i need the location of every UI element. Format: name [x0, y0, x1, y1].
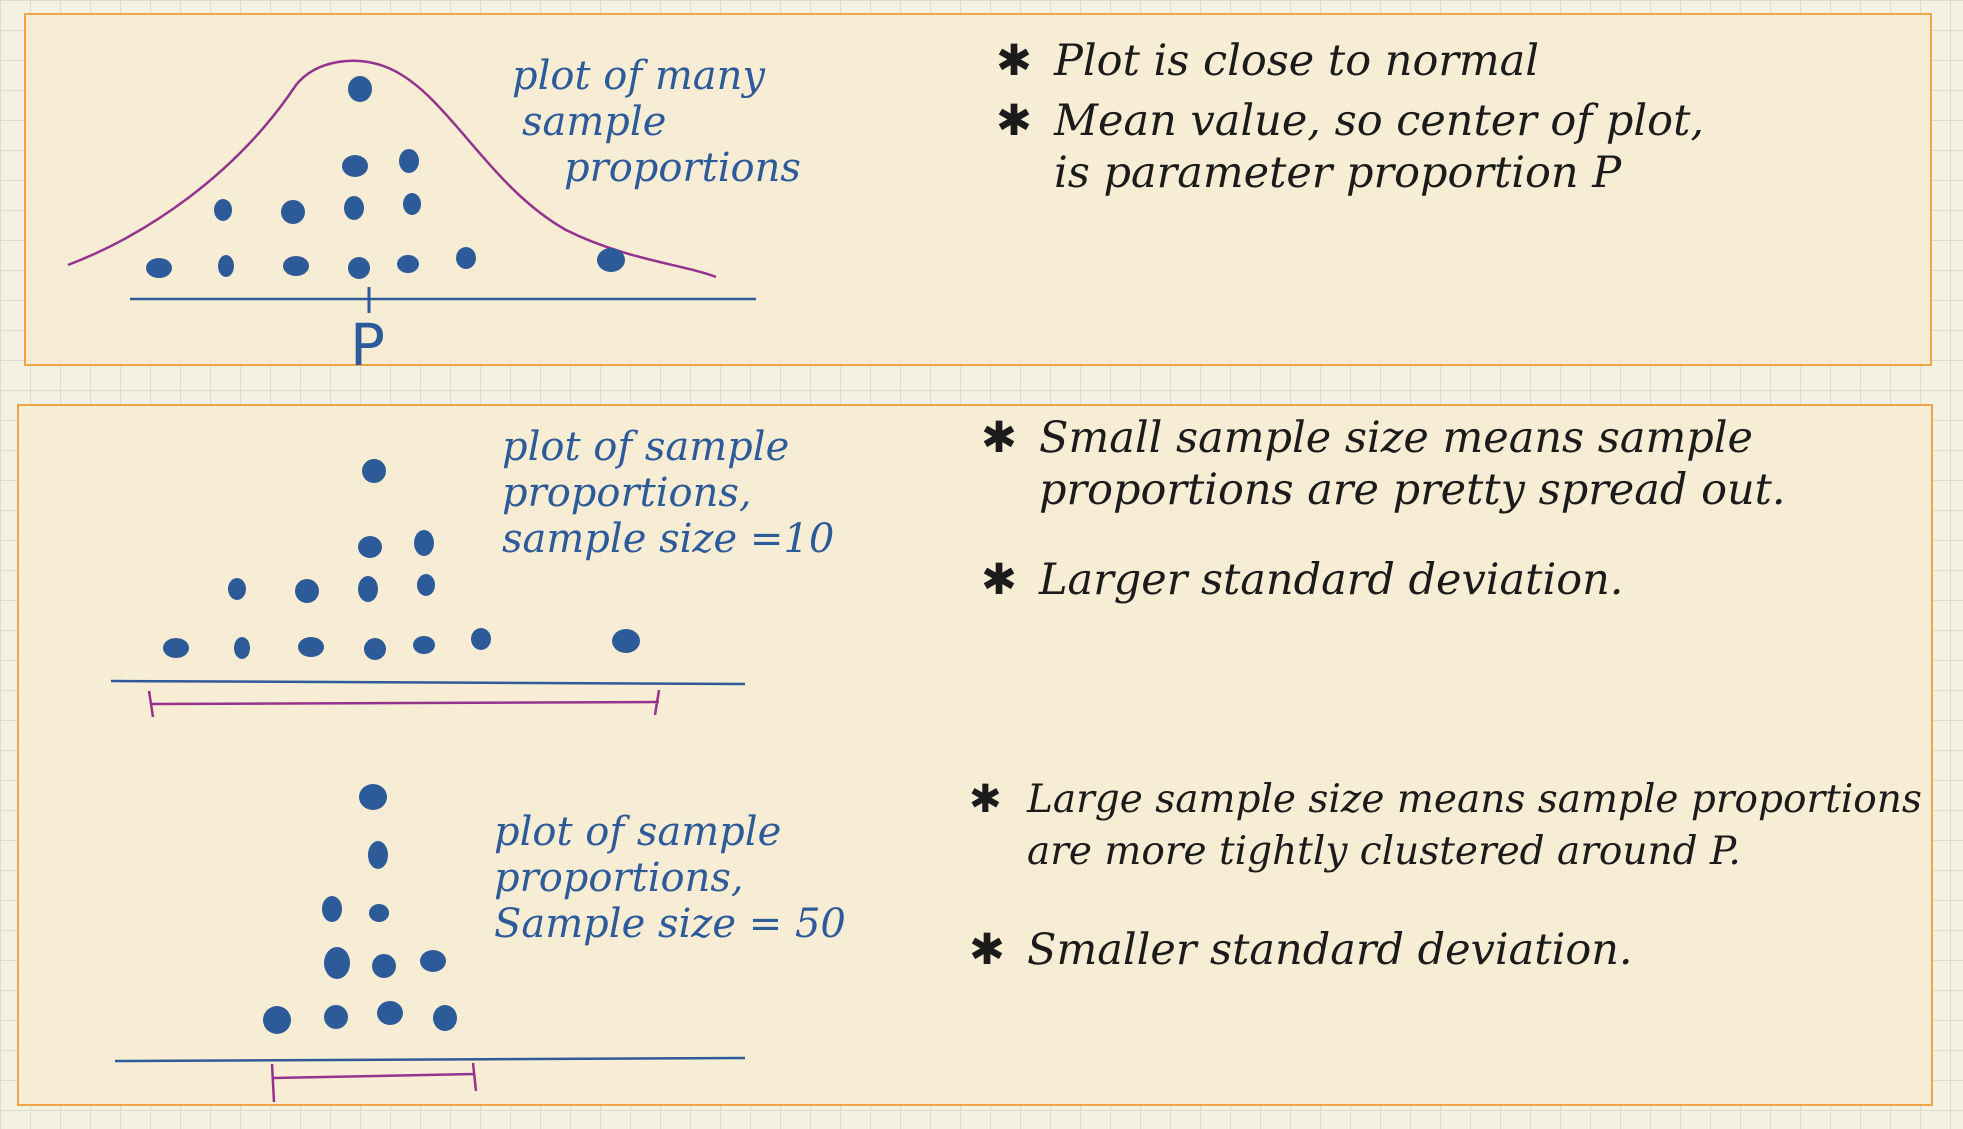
note-line: are more tightly clustered around P. [1027, 829, 1741, 874]
figure-caption: plot of sample proportions, Sample size … [494, 809, 846, 947]
note-small-sample: ✱ Small sample size means sample proport… [981, 412, 1786, 516]
dot [414, 530, 434, 556]
dot [358, 536, 382, 558]
dot [397, 255, 419, 273]
dot [324, 947, 350, 979]
dot [612, 629, 640, 653]
dot [281, 200, 305, 224]
dot [399, 149, 419, 173]
dot [368, 841, 388, 869]
dot [298, 637, 324, 657]
caption-line: sample [522, 99, 667, 145]
figure-caption: plot of many sample proportions [512, 53, 801, 191]
note-line: Mean value, so center of plot, [1054, 96, 1705, 146]
dot-group [163, 459, 640, 660]
caption-line: Sample size = 50 [494, 901, 846, 947]
dot [358, 576, 378, 602]
dot [163, 638, 189, 658]
note-line: Smaller standard deviation. [1027, 925, 1633, 975]
caption-line: proportions [564, 145, 801, 191]
dot [228, 578, 246, 600]
dot [322, 896, 342, 922]
figure-caption: plot of sample proportions, sample size … [502, 424, 834, 562]
dot [433, 1005, 457, 1031]
dot [348, 76, 372, 102]
large-sample-dot-plot [114, 784, 746, 1103]
top-panel: P plot of many sample proportions ✱ Plot… [24, 13, 1932, 375]
dot [359, 784, 387, 810]
star-bullet-icon: ✱ [981, 555, 1018, 605]
dot [362, 459, 386, 483]
note-line: proportions are pretty spread out. [1039, 465, 1786, 515]
normal-curve [67, 59, 717, 279]
dot [146, 258, 172, 278]
note-line: Small sample size means sample [1039, 413, 1753, 463]
star-bullet-icon: ✱ [996, 96, 1033, 146]
caption-line: plot of sample [494, 809, 782, 855]
dot [413, 636, 435, 654]
star-bullet-icon: ✱ [969, 925, 1006, 975]
dot [456, 247, 476, 269]
dot [344, 196, 364, 220]
dot [372, 954, 396, 978]
dot [324, 1005, 348, 1029]
dot [348, 257, 370, 279]
dot-group [146, 76, 625, 279]
star-bullet-icon: ✱ [981, 413, 1018, 463]
parameter-label-p: P [350, 311, 385, 379]
note-larger-sd: ✱ Larger standard deviation. [981, 554, 1623, 606]
note-line: Large sample size means sample proportio… [1027, 777, 1922, 822]
note-large-sample: ✱ Large sample size means sample proport… [969, 774, 1922, 878]
dot [369, 904, 389, 922]
note-smaller-sd: ✱ Smaller standard deviation. [969, 924, 1633, 976]
caption-line: plot of sample [502, 424, 790, 470]
note-line: Larger standard deviation. [1039, 555, 1624, 605]
dot [471, 628, 491, 650]
axis-line [110, 679, 746, 686]
sample-size-dot-plots [110, 459, 746, 1103]
dot-group [263, 784, 457, 1034]
dot [283, 256, 309, 276]
caption-line: sample size =10 [502, 516, 835, 562]
note-line: is parameter proportion P [1054, 148, 1622, 198]
caption-line: proportions, [502, 470, 752, 516]
bottom-panel: plot of sample proportions, sample size … [17, 404, 1933, 1106]
dot [364, 638, 386, 660]
dot [234, 637, 250, 659]
dot [263, 1006, 291, 1034]
spread-bracket [270, 1062, 478, 1103]
small-sample-dot-plot [110, 459, 746, 718]
star-bullet-icon: ✱ [996, 36, 1033, 86]
note-line: Plot is close to normal [1054, 36, 1540, 86]
dot [417, 574, 435, 596]
dot [342, 155, 368, 177]
dot [597, 248, 625, 272]
dot [295, 579, 319, 603]
caption-line: proportions, [494, 855, 744, 901]
dot [377, 1001, 403, 1025]
dot [420, 950, 446, 972]
axis-line [114, 1056, 746, 1063]
spread-bracket [147, 689, 661, 718]
dot [214, 199, 232, 221]
star-bullet-icon: ✱ [969, 777, 1002, 822]
dot [218, 255, 234, 277]
note-normal-shape: ✱ Plot is close to normal [996, 35, 1539, 87]
dot [403, 193, 421, 215]
caption-line: plot of many [512, 53, 766, 99]
note-mean-center: ✱ Mean value, so center of plot, is para… [996, 95, 1704, 199]
many-proportions-dot-plot [67, 59, 756, 313]
